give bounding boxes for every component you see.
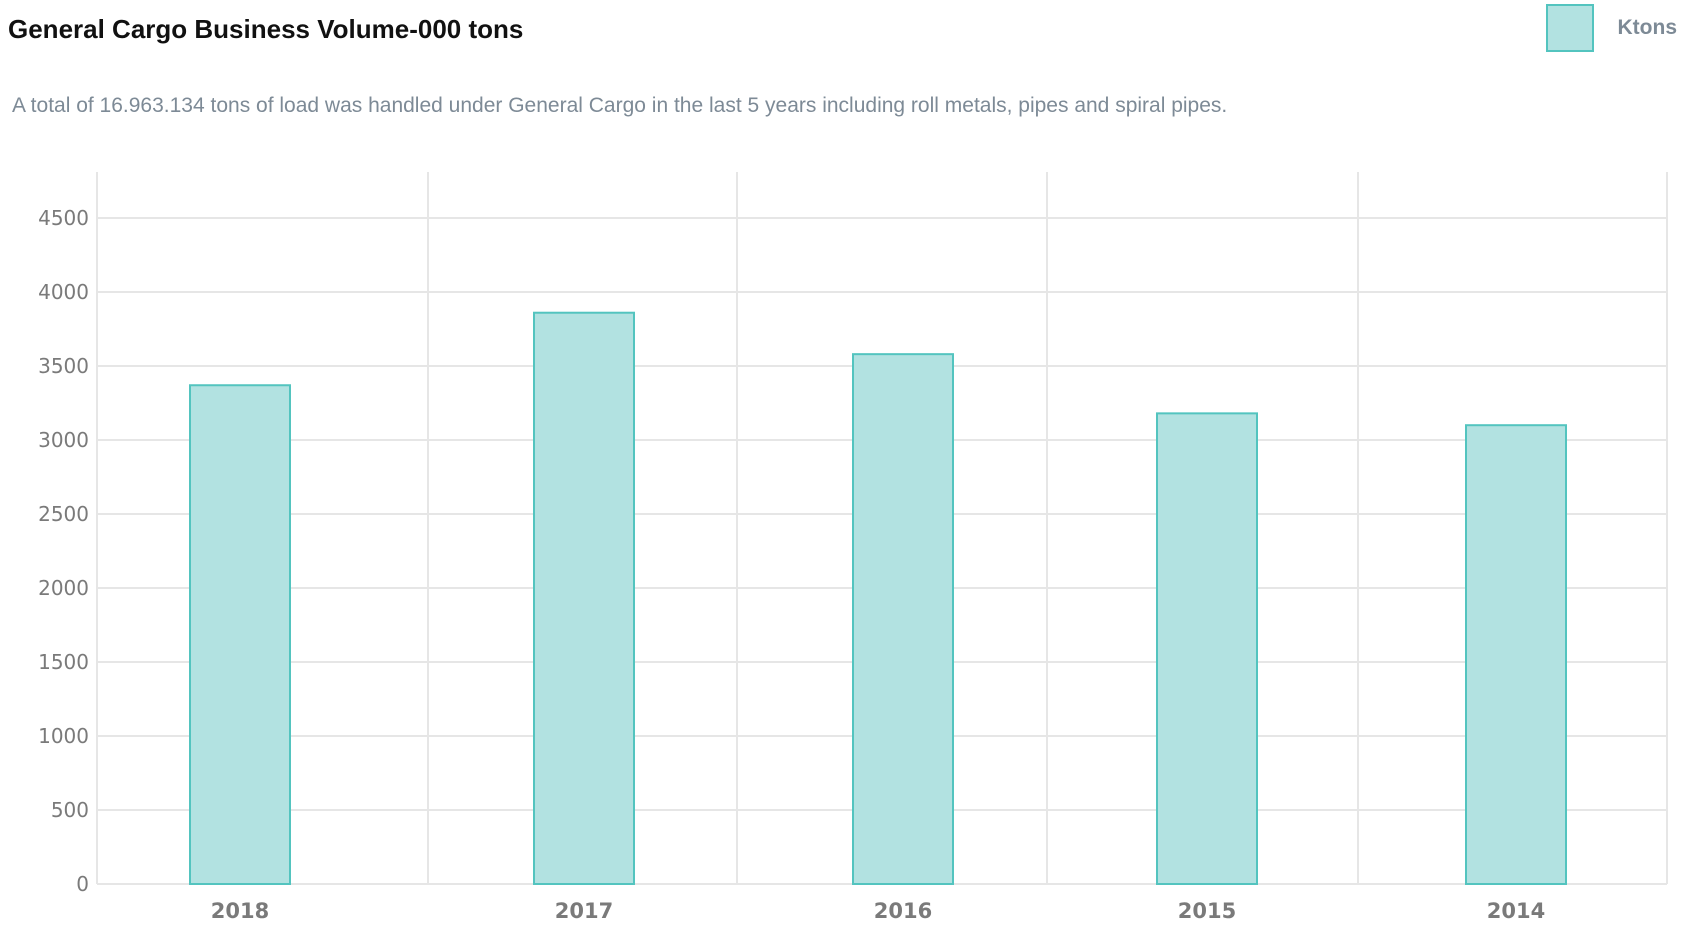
y-tick-label: 1500 xyxy=(38,650,89,674)
bars xyxy=(189,311,1567,886)
y-tick-label: 4500 xyxy=(38,206,89,230)
y-tick-label: 3000 xyxy=(38,428,89,452)
y-tick-label: 0 xyxy=(76,872,89,896)
bar-2017[interactable] xyxy=(533,311,635,886)
y-axis-ticks: 0 500 1000 1500 2000 2500 3000 3500 4000 4500 xyxy=(38,206,89,896)
x-tick-label-2018: 2018 xyxy=(211,899,269,923)
x-axis-ticks: 2018 2017 2016 2015 2014 xyxy=(211,899,1545,923)
x-tick-label-2016: 2016 xyxy=(874,899,932,923)
y-tick-label: 2000 xyxy=(38,576,89,600)
legend-label: Ktons xyxy=(1617,16,1678,39)
x-tick-label-2017: 2017 xyxy=(555,899,613,923)
x-tick-label-2015: 2015 xyxy=(1178,899,1236,923)
y-tick-label: 4000 xyxy=(38,280,89,304)
chart-title: General Cargo Business Volume-000 tons xyxy=(8,14,524,44)
bar-2018[interactable] xyxy=(189,384,291,885)
x-tick-label-2014: 2014 xyxy=(1487,899,1545,923)
y-tick-label: 2500 xyxy=(38,502,89,526)
y-tick-label: 500 xyxy=(51,798,89,822)
bar-2014[interactable] xyxy=(1465,424,1567,885)
y-tick-label: 3500 xyxy=(38,354,89,378)
chart-subtitle: A total of 16.963.134 tons of load was h… xyxy=(12,94,1228,117)
y-tick-label: 1000 xyxy=(38,724,89,748)
bar-2016[interactable] xyxy=(852,353,954,886)
legend-swatch xyxy=(1545,4,1594,52)
bar-2015[interactable] xyxy=(1156,412,1258,885)
legend: Ktons xyxy=(1545,4,1678,52)
